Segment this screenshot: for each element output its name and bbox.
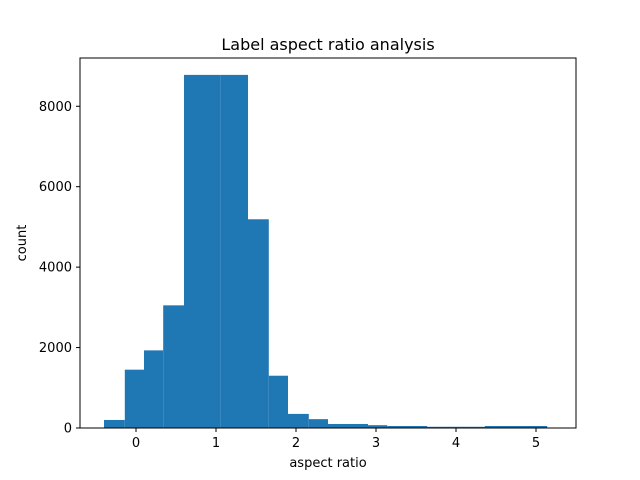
- y-tick-label-1: 2000: [39, 341, 72, 356]
- x-tick-label-2: 2: [292, 436, 300, 451]
- bars-group: [104, 74, 548, 428]
- y-axis-label: count: [15, 225, 30, 262]
- y-tick-label-0: 0: [64, 422, 72, 437]
- histogram-bar-2: [144, 350, 164, 428]
- x-tick-label-1: 1: [212, 436, 220, 451]
- x-tick-label-3: 3: [372, 436, 380, 451]
- histogram-bar-13: [427, 426, 485, 428]
- y-tick-label-2: 4000: [39, 261, 72, 276]
- histogram-bar-11: [368, 425, 388, 428]
- y-axis-ticks: 0 2000 4000 6000 8000: [39, 100, 80, 437]
- histogram-bar-4: [184, 74, 221, 428]
- x-tick-label-5: 5: [532, 436, 540, 451]
- histogram-bar-9: [308, 419, 328, 428]
- histogram-bar-14: [484, 425, 548, 428]
- plot-frame: [79, 57, 577, 429]
- chart-title: Label aspect ratio analysis: [221, 35, 434, 54]
- histogram-bar-1: [124, 369, 144, 428]
- x-axis-label: aspect ratio: [289, 456, 366, 471]
- x-tick-label-0: 0: [132, 436, 140, 451]
- histogram-bar-6: [248, 219, 269, 428]
- histogram-bar-12: [387, 425, 428, 428]
- histogram-bar-8: [288, 413, 309, 428]
- histogram-bar-0: [104, 419, 125, 428]
- histogram-bar-3: [163, 305, 184, 428]
- x-axis-ticks: 0 1 2 3 4 5: [132, 428, 540, 451]
- y-tick-label-4: 8000: [39, 100, 72, 115]
- histogram-bar-7: [268, 375, 288, 428]
- histogram-bar-5: [220, 74, 248, 428]
- histogram-bar-10: [328, 423, 368, 428]
- y-tick-label-3: 6000: [39, 180, 72, 195]
- x-tick-label-4: 4: [452, 436, 460, 451]
